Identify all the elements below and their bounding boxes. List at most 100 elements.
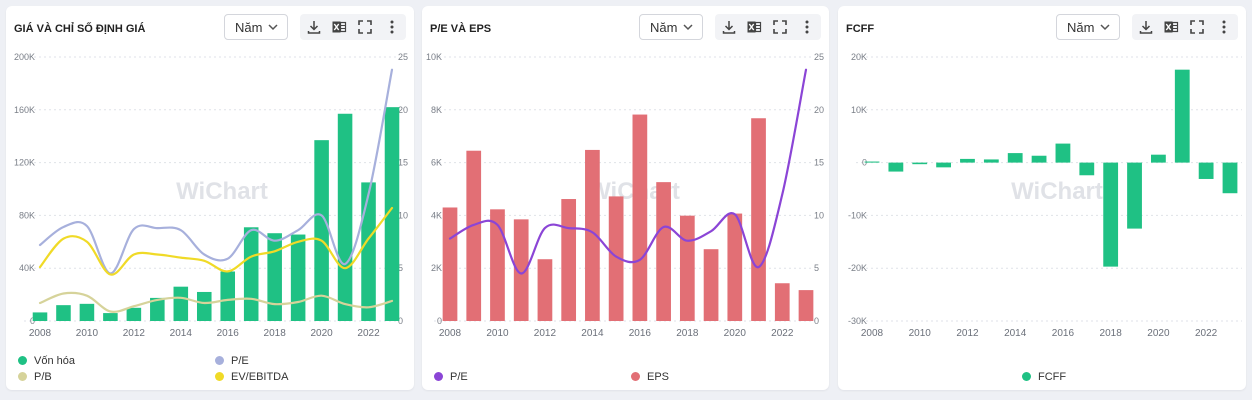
- series-line: [38, 206, 394, 276]
- bar: [960, 158, 975, 163]
- y-axis-tick-label: 0: [437, 316, 442, 326]
- y-axis-tick-label: 0: [862, 158, 867, 168]
- bar: [1174, 69, 1190, 163]
- x-axis-tick-label: 2014: [581, 328, 604, 339]
- fullscreen-icon[interactable]: [1189, 19, 1205, 35]
- legend-swatch: [18, 356, 27, 365]
- chart-toolbar: [300, 14, 406, 40]
- download-icon[interactable]: [306, 19, 322, 35]
- bar: [173, 286, 189, 321]
- fullscreen-icon[interactable]: [357, 19, 373, 35]
- bar: [1198, 162, 1214, 179]
- y2-axis-tick-label: 5: [814, 263, 819, 273]
- legend-label: P/E: [450, 371, 468, 383]
- valuation-chart: 0 40K 80K 120K 160K 200K 0 5 10 15 20 25 WiChart 2008…: [14, 52, 408, 339]
- y2-axis-tick-label: 0: [398, 316, 403, 326]
- period-select[interactable]: Năm: [639, 14, 703, 40]
- y-axis-tick-label: 10K: [426, 52, 442, 62]
- y2-axis-tick-label: 10: [814, 210, 824, 220]
- y2-axis-tick-label: 20: [398, 105, 408, 115]
- period-select-value: Năm: [235, 20, 263, 35]
- bar: [1103, 162, 1119, 267]
- chevron-down-icon: [1100, 24, 1110, 31]
- x-axis-tick-label: 2012: [534, 328, 557, 339]
- panel-title: GIÁ VÀ CHỈ SỐ ĐỊNH GIÁ: [14, 23, 146, 35]
- bar: [466, 150, 482, 321]
- y-axis-tick-label: 200K: [14, 52, 35, 62]
- legend-label: Vốn hóa: [34, 355, 75, 367]
- bar: [314, 140, 329, 321]
- y-axis-tick-label: 20K: [851, 52, 867, 62]
- bar: [679, 215, 695, 321]
- bar: [864, 161, 880, 163]
- legend-swatch: [18, 372, 27, 381]
- bar: [361, 182, 376, 321]
- more-vertical-icon[interactable]: [384, 19, 400, 35]
- fcff-chart-panel: FCFF Năm -30K -20K -10K 0 10K 20K WiChart 2008 2…: [838, 6, 1246, 390]
- legend-label: P/E: [231, 355, 249, 367]
- legend-swatch: [215, 372, 224, 381]
- x-axis-tick-label: 2010: [909, 328, 932, 339]
- y2-axis-tick-label: 15: [398, 158, 408, 168]
- y-axis-tick-label: -20K: [848, 263, 867, 273]
- bar: [561, 199, 577, 321]
- more-vertical-icon[interactable]: [799, 19, 815, 35]
- fullscreen-icon[interactable]: [772, 19, 788, 35]
- y-axis-tick-label: 0: [30, 316, 35, 326]
- bar: [727, 213, 743, 321]
- x-axis-tick-label: 2020: [724, 328, 747, 339]
- bar: [1222, 162, 1238, 194]
- series-line: [448, 68, 808, 275]
- excel-icon[interactable]: [331, 19, 347, 35]
- legend-label: P/B: [34, 371, 52, 383]
- x-axis-tick-label: 2012: [123, 328, 146, 339]
- chevron-down-icon: [268, 24, 278, 31]
- period-select[interactable]: Năm: [1056, 14, 1120, 40]
- excel-icon[interactable]: [1163, 19, 1179, 35]
- y-axis-tick-label: 8K: [431, 105, 442, 115]
- y-axis-tick-label: 80K: [19, 210, 35, 220]
- legend-swatch: [434, 372, 443, 381]
- watermark-logo: WiChart: [176, 178, 268, 205]
- bar: [290, 234, 306, 321]
- fcff-chart: -30K -20K -10K 0 10K 20K WiChart 2008 2010 2012 20…: [848, 52, 1242, 339]
- y2-axis-tick-label: 25: [814, 52, 824, 62]
- x-axis-tick-label: 2010: [486, 328, 509, 339]
- period-select[interactable]: Năm: [224, 14, 288, 40]
- y2-axis-tick-label: 10: [398, 210, 408, 220]
- x-axis-tick-label: 2018: [1100, 328, 1123, 339]
- x-axis-tick-label: 2022: [1195, 328, 1218, 339]
- excel-icon[interactable]: [746, 19, 762, 35]
- watermark-logo: WiChart: [1011, 178, 1103, 205]
- legend-swatch: [215, 356, 224, 365]
- bar: [243, 227, 259, 321]
- x-axis-tick-label: 2020: [1147, 328, 1170, 339]
- period-select-value: Năm: [650, 20, 678, 35]
- y-axis-tick-label: 40K: [19, 263, 35, 273]
- series-line: [38, 291, 394, 313]
- x-axis-tick-label: 2016: [1052, 328, 1075, 339]
- download-icon[interactable]: [1138, 19, 1154, 35]
- bar: [267, 233, 282, 321]
- bar: [656, 182, 671, 321]
- bar: [32, 312, 48, 321]
- bar: [703, 249, 719, 321]
- bar: [442, 207, 458, 321]
- bar: [384, 107, 400, 321]
- bar: [585, 149, 600, 321]
- bar: [150, 297, 165, 321]
- more-vertical-icon[interactable]: [1216, 19, 1232, 35]
- pe-eps-chart-panel: P/E VÀ EPS Năm 02K4K6K8K10K0510152025WiC…: [422, 6, 829, 390]
- y-axis-tick-label: 160K: [14, 105, 35, 115]
- y-axis-tick-label: 120K: [14, 158, 35, 168]
- series-line: [38, 68, 394, 275]
- bar: [1007, 153, 1023, 163]
- bar: [774, 283, 790, 321]
- bar: [490, 209, 505, 321]
- y-axis-tick-label: -10K: [848, 210, 867, 220]
- x-axis-tick-label: 2014: [170, 328, 193, 339]
- download-icon[interactable]: [721, 19, 737, 35]
- y-axis-tick-label: -30K: [848, 316, 867, 326]
- x-axis-tick-label: 2018: [264, 328, 287, 339]
- legend-label: EPS: [647, 371, 670, 383]
